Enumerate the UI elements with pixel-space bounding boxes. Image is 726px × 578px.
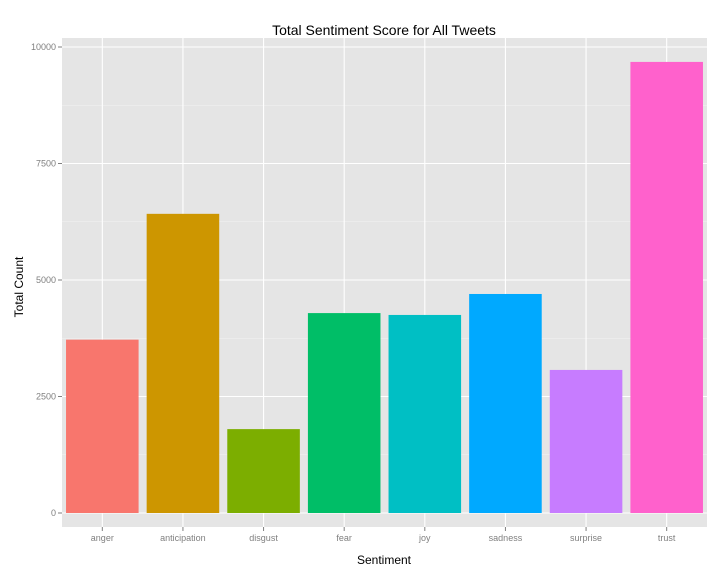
x-axis-title: Sentiment xyxy=(357,553,412,567)
bar-fear xyxy=(307,313,381,513)
x-tick-label-fear: fear xyxy=(336,533,352,543)
bar-trust xyxy=(630,61,703,514)
y-tick-label: 0 xyxy=(51,508,56,518)
chart-title: Total Sentiment Score for All Tweets xyxy=(272,22,496,38)
y-tick-label: 2500 xyxy=(36,392,56,402)
x-tick-label-sadness: sadness xyxy=(489,533,523,543)
bar-disgust xyxy=(227,429,300,513)
bar-anger xyxy=(66,339,139,513)
x-tick-label-anticipation: anticipation xyxy=(160,533,206,543)
y-tick-label: 5000 xyxy=(36,275,56,285)
x-tick-label-anger: anger xyxy=(91,533,114,543)
y-axis: 0 2500 5000 7500 10000 xyxy=(31,42,62,518)
bar-sadness xyxy=(469,293,542,513)
x-tick-label-trust: trust xyxy=(658,533,676,543)
bar-surprise xyxy=(549,369,623,513)
x-tick-label-surprise: surprise xyxy=(570,533,602,543)
bar-anticipation xyxy=(146,213,220,513)
y-tick-label: 7500 xyxy=(36,159,56,169)
x-tick-label-disgust: disgust xyxy=(249,533,278,543)
bar-joy xyxy=(388,314,462,513)
bars xyxy=(66,61,703,514)
x-tick-label-joy: joy xyxy=(418,533,431,543)
x-axis: anger anticipation disgust fear joy sadness su… xyxy=(91,527,676,543)
y-tick-label: 10000 xyxy=(31,42,56,52)
y-axis-title: Total Count xyxy=(12,256,26,317)
